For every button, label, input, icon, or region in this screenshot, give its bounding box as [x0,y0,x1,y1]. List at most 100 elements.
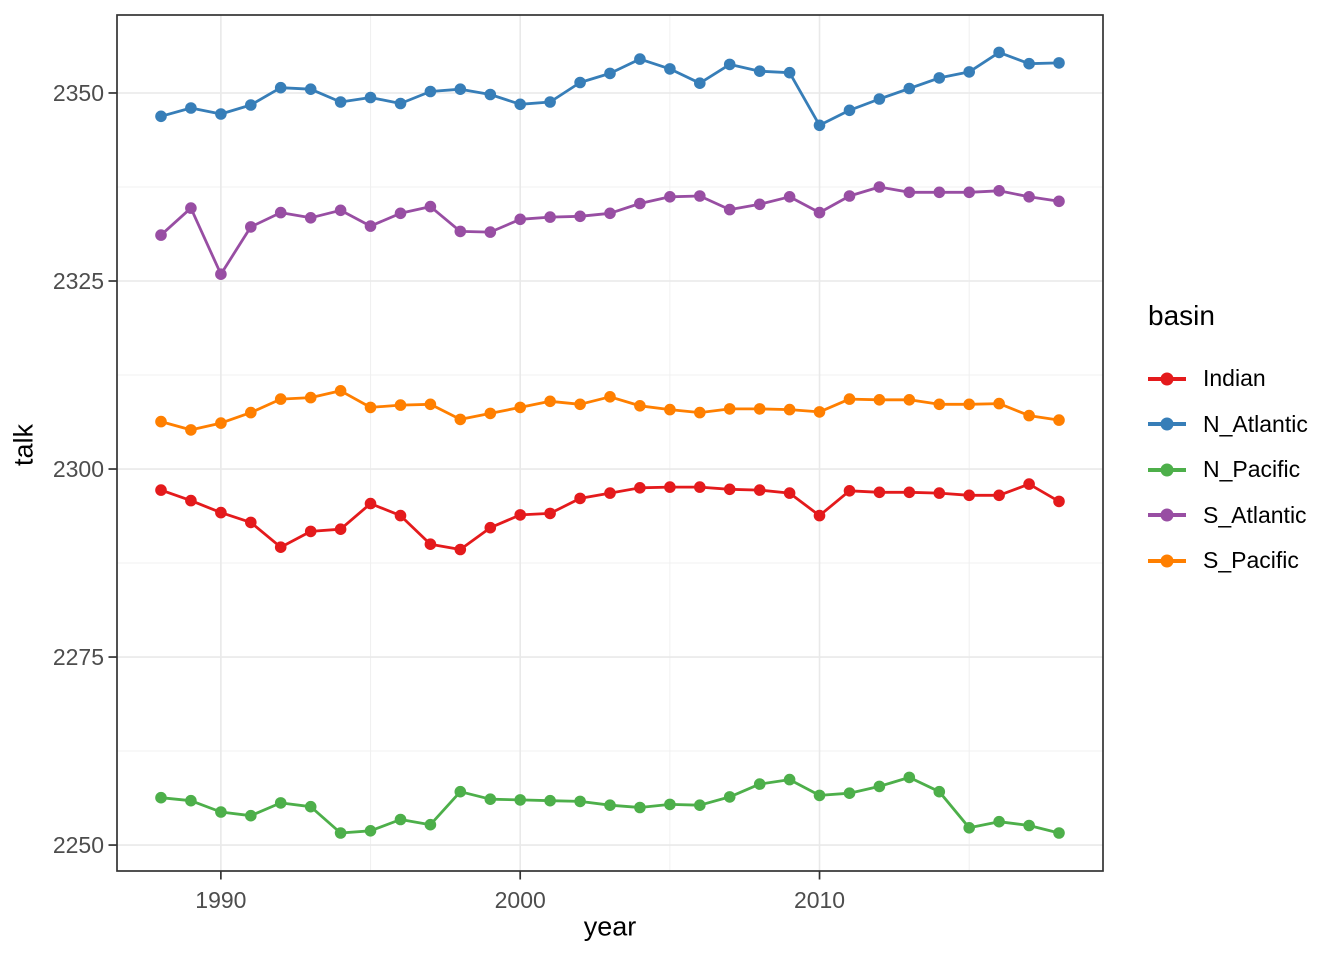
data-point-S_Atlantic [1053,195,1065,208]
data-point-N_Pacific [723,791,736,803]
y-tick-label: 2275 [53,644,104,670]
legend-item: N_Pacific [1148,447,1308,493]
data-point-N_Pacific [424,818,437,831]
data-point-S_Atlantic [514,213,526,226]
data-point-S_Pacific [664,403,676,416]
data-point-S_Pacific [574,398,586,411]
data-point-S_Atlantic [574,210,586,223]
data-point-N_Pacific [783,773,796,786]
data-point-S_Atlantic [185,202,197,214]
data-point-N_Atlantic [155,110,167,123]
data-point-S_Atlantic [484,226,497,238]
x-axis-title: year [583,911,637,942]
data-point-N_Pacific [364,825,377,837]
legend-key-icon [1148,462,1186,478]
legend-item: Indian [1148,356,1308,402]
data-point-N_Atlantic [304,83,317,95]
data-point-S_Atlantic [364,220,377,232]
data-point-S_Atlantic [694,190,706,202]
x-tick-label: 2000 [495,887,546,913]
data-point-Indian [1053,495,1065,508]
legend-item-label: S_Atlantic [1203,501,1307,528]
data-point-N_Pacific [185,794,197,807]
data-point-Indian [783,487,796,499]
data-point-N_Atlantic [215,108,227,120]
data-point-N_Atlantic [394,97,407,110]
data-point-Indian [963,489,975,502]
data-point-Indian [574,492,586,505]
data-point-S_Pacific [634,400,646,412]
data-point-S_Atlantic [334,204,347,217]
legend-item-label: N_Atlantic [1203,410,1308,437]
legend-item-label: N_Pacific [1203,456,1301,483]
data-point-Indian [604,487,616,499]
data-point-N_Atlantic [933,72,946,84]
data-point-Indian [873,486,886,499]
data-point-N_Atlantic [364,91,377,104]
data-point-N_Pacific [753,778,766,790]
legend-item: S_Atlantic [1148,493,1308,539]
data-point-N_Pacific [933,785,946,798]
legend: basin Indian N_Atlantic N_Pacific S_Atla… [1148,300,1308,584]
data-point-N_Pacific [604,799,616,811]
data-point-N_Atlantic [873,93,886,105]
x-tick-label: 2010 [794,887,845,913]
data-point-N_Atlantic [753,65,766,77]
data-point-Indian [215,506,227,519]
data-point-N_Pacific [1023,819,1035,832]
data-point-S_Pacific [933,398,946,411]
data-point-S_Atlantic [304,212,317,224]
data-point-Indian [185,494,197,507]
data-point-N_Pacific [993,815,1005,828]
data-point-S_Atlantic [723,203,736,216]
data-point-S_Pacific [753,403,766,415]
y-tick-label: 2350 [53,80,104,106]
data-point-S_Atlantic [903,186,916,199]
data-point-Indian [304,525,317,538]
data-point-S_Pacific [245,406,257,419]
y-axis-title: talk [8,423,39,467]
data-point-N_Atlantic [544,96,556,108]
data-point-N_Pacific [274,797,287,809]
x-tick-label: 1990 [195,887,246,913]
data-point-S_Atlantic [843,190,856,202]
data-point-S_Pacific [843,393,856,405]
data-point-S_Atlantic [933,186,946,199]
data-point-S_Atlantic [544,211,556,223]
data-point-S_Atlantic [963,186,975,199]
data-point-N_Pacific [634,801,646,814]
legend-title: basin [1148,300,1215,331]
data-point-S_Pacific [604,391,616,403]
data-point-N_Atlantic [1053,57,1065,69]
data-point-N_Atlantic [903,82,916,95]
data-point-S_Pacific [544,395,556,408]
data-point-Indian [933,487,946,499]
data-point-S_Pacific [484,407,497,420]
data-point-S_Atlantic [274,206,287,219]
data-point-N_Atlantic [274,81,287,94]
legend-key-icon [1148,416,1186,432]
data-point-Indian [155,484,167,496]
data-point-Indian [753,484,766,496]
data-point-N_Pacific [873,780,886,793]
data-point-Indian [723,483,736,496]
y-tick-label: 2250 [53,832,104,858]
data-point-N_Atlantic [574,76,586,89]
data-point-N_Atlantic [963,66,975,78]
data-point-Indian [454,543,467,556]
data-point-N_Atlantic [514,98,526,111]
data-point-Indian [694,481,706,493]
data-point-N_Pacific [334,827,347,839]
data-point-S_Atlantic [873,181,886,193]
data-point-N_Atlantic [723,58,736,71]
y-tick-label: 2325 [53,268,104,294]
data-point-S_Atlantic [155,229,167,241]
data-point-S_Pacific [364,401,377,414]
data-point-N_Pacific [1053,827,1065,839]
data-point-S_Pacific [963,398,975,411]
data-point-S_Pacific [274,393,287,405]
data-point-Indian [843,485,856,497]
data-point-N_Atlantic [334,96,347,108]
data-point-S_Atlantic [634,197,646,210]
